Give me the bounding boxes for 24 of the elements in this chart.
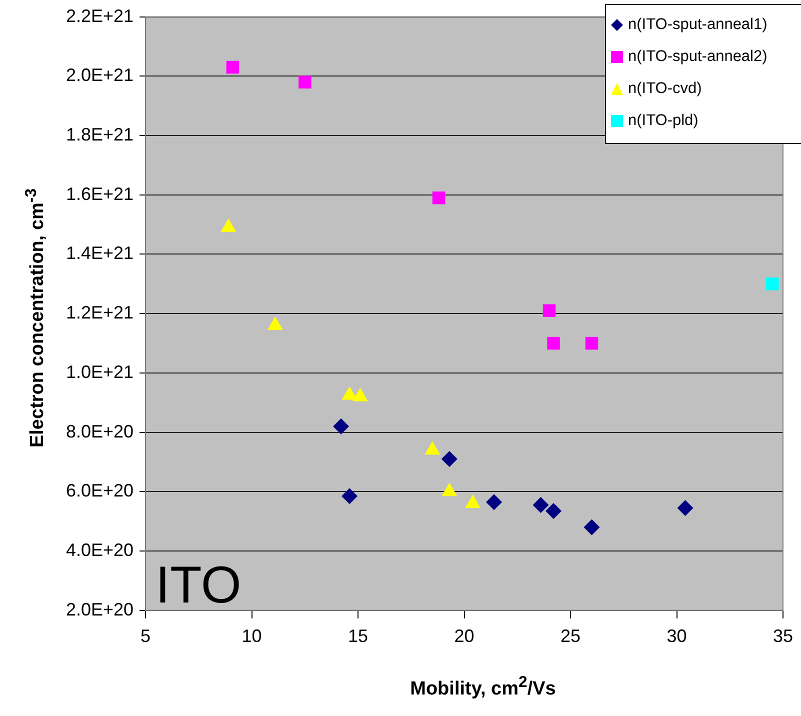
y-tick-label: 1.2E+21	[66, 302, 134, 323]
y-tick-label: 1.6E+21	[66, 184, 134, 204]
x-tick-label: 30	[666, 626, 687, 646]
x-tick-label: 15	[348, 626, 368, 646]
y-tick-label: 1.0E+21	[66, 362, 134, 382]
x-tick-label: 10	[242, 626, 262, 646]
legend-label: n(ITO-cvd)	[628, 80, 702, 98]
y-tick-label: 2.2E+21	[66, 6, 134, 26]
y-tick-label: 4.0E+20	[66, 540, 134, 560]
y-tick-label: 1.4E+21	[66, 243, 134, 264]
x-tick-label: 20	[454, 626, 474, 646]
y-tick-label: 2.0E+20	[66, 599, 134, 620]
legend-label: n(ITO-pld)	[628, 112, 698, 130]
x-tick-label: 25	[560, 626, 581, 646]
y-tick-label: 6.0E+20	[66, 480, 134, 501]
annotation: ITO	[156, 556, 242, 615]
legend-label: n(ITO-sput-anneal1)	[628, 16, 768, 34]
x-tick-label: 35	[772, 626, 794, 646]
y-tick-label: 1.8E+21	[66, 124, 134, 144]
x-axis-title: Mobility, cm$^{2}$/Vs	[409, 674, 557, 700]
y-tick-label: 8.0E+20	[66, 421, 134, 442]
x-tick-label: 5	[140, 626, 151, 646]
legend-label: n(ITO-sput-anneal2)	[628, 48, 768, 66]
y-tick-label: 2.0E+21	[66, 65, 134, 86]
